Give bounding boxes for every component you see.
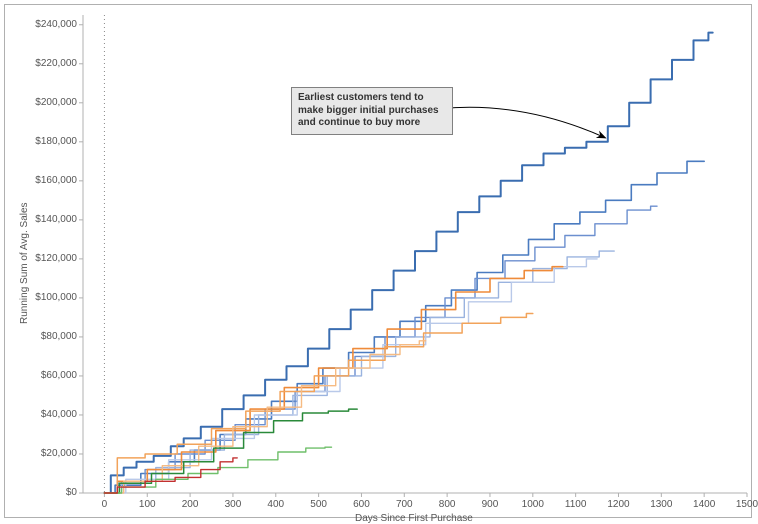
y-tick-label: $120,000 (27, 253, 77, 264)
x-tick-label: 1300 (650, 499, 672, 510)
y-tick-label: $240,000 (27, 19, 77, 30)
x-tick-label: 700 (396, 499, 413, 510)
y-tick-label: $200,000 (27, 97, 77, 108)
x-axis-title: Days Since First Purchase (355, 513, 473, 524)
series-cohort-3 (104, 206, 657, 493)
chart-frame: Running Sum of Avg. Sales Days Since Fir… (4, 4, 752, 518)
y-tick-label: $80,000 (27, 331, 77, 342)
x-tick-label: 900 (482, 499, 499, 510)
y-tick-label: $160,000 (27, 175, 77, 186)
series-cohort-2 (104, 161, 704, 493)
y-tick-label: $140,000 (27, 214, 77, 225)
y-tick-label: $60,000 (27, 370, 77, 381)
x-tick-label: 200 (182, 499, 199, 510)
annotation-box: Earliest customers tend tomake bigger in… (291, 87, 453, 135)
x-tick-label: 500 (310, 499, 327, 510)
x-tick-label: 400 (267, 499, 284, 510)
annotation-line: Earliest customers tend to (298, 92, 446, 105)
annotation-line: and continue to buy more (298, 117, 446, 130)
y-tick-label: $0 (27, 487, 77, 498)
x-tick-label: 1500 (736, 499, 758, 510)
y-tick-label: $40,000 (27, 409, 77, 420)
series-cohort-6 (104, 267, 562, 493)
x-tick-label: 1000 (522, 499, 544, 510)
y-tick-label: $220,000 (27, 58, 77, 69)
x-tick-label: 0 (102, 499, 108, 510)
x-tick-label: 1100 (565, 499, 587, 510)
x-tick-label: 1200 (607, 499, 629, 510)
x-tick-label: 100 (139, 499, 156, 510)
y-tick-label: $20,000 (27, 448, 77, 459)
x-tick-label: 800 (439, 499, 456, 510)
y-tick-label: $100,000 (27, 292, 77, 303)
series-cohort-9 (104, 409, 357, 493)
y-tick-label: $180,000 (27, 136, 77, 147)
x-tick-label: 300 (225, 499, 242, 510)
annotation-line: make bigger initial purchases (298, 105, 446, 118)
x-tick-label: 1400 (693, 499, 715, 510)
x-tick-label: 600 (353, 499, 370, 510)
